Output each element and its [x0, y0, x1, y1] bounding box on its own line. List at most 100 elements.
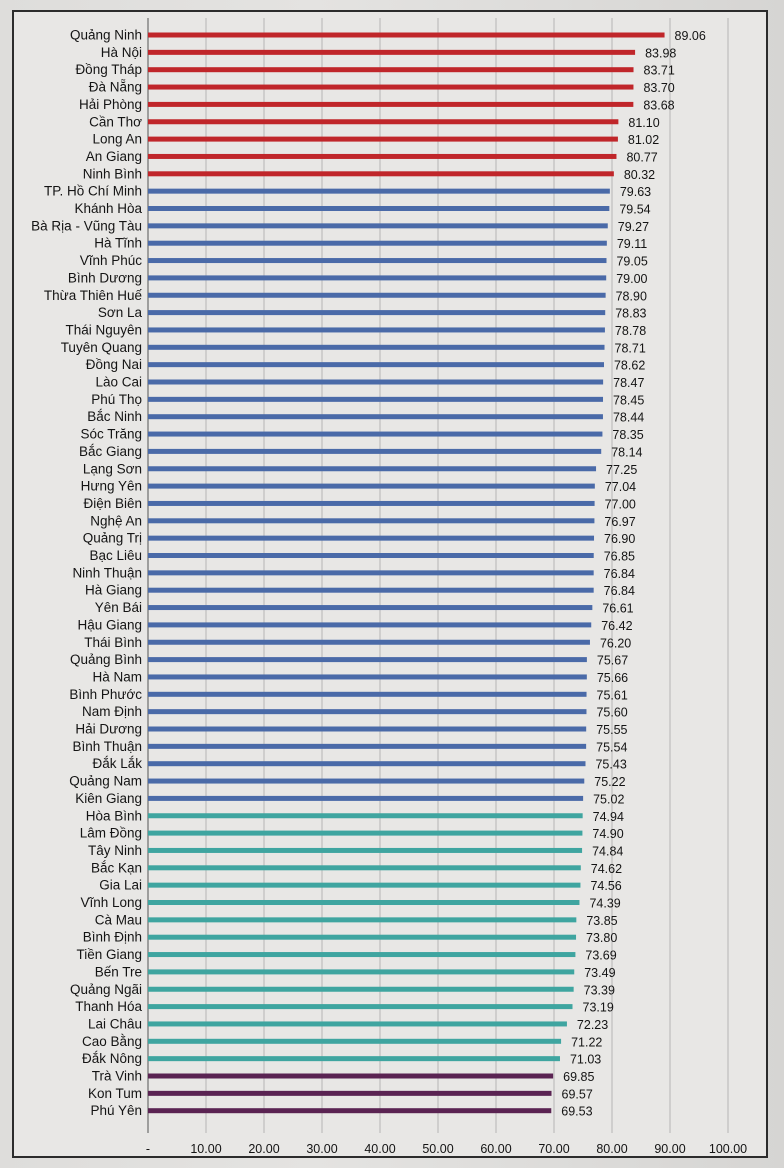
category-label: Hòa Bình [86, 808, 142, 823]
category-label: Hà Nội [101, 45, 142, 60]
category-label: Sơn La [98, 305, 143, 320]
value-label: 77.04 [605, 480, 636, 494]
bar [148, 119, 619, 125]
bar [148, 67, 634, 73]
category-label: Hưng Yên [81, 479, 142, 494]
bar [148, 622, 592, 628]
bar [148, 1090, 552, 1096]
category-label: Quảng Nam [69, 774, 142, 789]
category-label: Đắk Lắk [92, 756, 142, 771]
bar [148, 587, 594, 593]
bar [148, 969, 575, 975]
value-label: 75.66 [597, 671, 628, 685]
category-label: Hà Nam [92, 669, 142, 684]
bar [148, 778, 585, 784]
value-label: 83.68 [643, 98, 674, 112]
category-label: Cần Thơ [89, 114, 142, 129]
value-label: 79.00 [616, 272, 647, 286]
bar [148, 448, 602, 454]
value-label: 81.02 [628, 133, 659, 147]
category-label: Long An [92, 132, 142, 147]
value-label: 71.03 [570, 1053, 601, 1067]
category-label: Cà Mau [95, 912, 142, 927]
category-label: Tiền Giang [76, 947, 142, 962]
bar [148, 32, 665, 38]
bar [148, 240, 607, 246]
x-tick-label: 10.00 [190, 1142, 221, 1156]
bar [148, 206, 610, 211]
bar [148, 882, 581, 888]
value-label: 80.77 [626, 150, 657, 164]
category-label: Bình Thuận [72, 739, 142, 754]
category-label: Đồng Nai [86, 357, 142, 372]
category-label: Đà Nẵng [89, 80, 142, 95]
category-label: Bến Tre [95, 964, 142, 979]
value-label: 79.27 [618, 220, 649, 234]
value-label: 74.62 [591, 862, 622, 876]
value-label: 76.42 [601, 619, 632, 633]
bar [148, 1108, 552, 1114]
category-label: Thái Nguyên [65, 322, 142, 337]
value-label: 83.98 [645, 46, 676, 60]
value-label: 79.05 [616, 255, 647, 269]
category-label: Ninh Bình [83, 166, 142, 181]
x-tick-label: 80.00 [596, 1142, 627, 1156]
value-label: 73.19 [583, 1001, 614, 1015]
value-label: 75.67 [597, 654, 628, 668]
category-label: Phú Thọ [91, 392, 142, 407]
value-label: 69.57 [562, 1087, 593, 1101]
bar [148, 518, 595, 524]
x-tick-label: 90.00 [654, 1142, 685, 1156]
value-label: 69.85 [563, 1070, 594, 1084]
x-tick-label: 20.00 [248, 1142, 279, 1156]
category-label: Đắk Nông [82, 1051, 142, 1066]
value-label: 74.90 [592, 827, 623, 841]
value-label: 75.54 [596, 740, 627, 754]
category-label: Kiên Giang [75, 791, 142, 806]
bar [148, 292, 606, 298]
bar [148, 101, 634, 107]
bar [148, 761, 586, 767]
category-label: Kon Tum [88, 1086, 142, 1101]
bar [148, 865, 581, 871]
value-label: 80.32 [624, 168, 655, 182]
value-label: 71.22 [571, 1035, 602, 1049]
category-label: Bình Định [83, 930, 142, 945]
value-label: 73.39 [584, 983, 615, 997]
value-label: 83.71 [644, 64, 675, 78]
category-label: Ninh Thuận [72, 565, 142, 580]
bar [148, 934, 577, 940]
bar [148, 466, 597, 472]
bar [148, 344, 605, 350]
bar [148, 553, 594, 558]
value-label: 76.84 [604, 567, 635, 581]
bar [148, 153, 617, 159]
bar [148, 84, 634, 90]
value-label: 74.94 [593, 810, 624, 824]
bar [148, 674, 587, 680]
category-label: Gia Lai [99, 878, 142, 893]
category-label: Bắc Giang [79, 444, 142, 459]
x-tick-label: 60.00 [480, 1142, 511, 1156]
category-label: Bắc Kạn [91, 860, 142, 875]
bar [148, 1073, 554, 1079]
category-label: Cao Bằng [82, 1034, 142, 1049]
x-tick-label: 40.00 [364, 1142, 395, 1156]
value-label: 73.85 [586, 914, 617, 928]
x-tick-label: 50.00 [422, 1142, 453, 1156]
bar [148, 952, 576, 958]
bar [148, 709, 587, 715]
bar [148, 900, 580, 905]
bar [148, 657, 587, 663]
bar [148, 917, 577, 923]
value-label: 75.43 [595, 758, 626, 772]
bar [148, 414, 603, 420]
bar [148, 986, 574, 992]
category-label: Quảng Ngãi [70, 982, 142, 997]
category-label: TP. Hồ Chí Minh [44, 184, 142, 199]
bar [148, 691, 587, 697]
value-label: 76.61 [602, 602, 633, 616]
category-label: Bạc Liêu [89, 548, 142, 563]
bar [148, 49, 636, 55]
category-label: Quảng Ninh [70, 28, 142, 43]
